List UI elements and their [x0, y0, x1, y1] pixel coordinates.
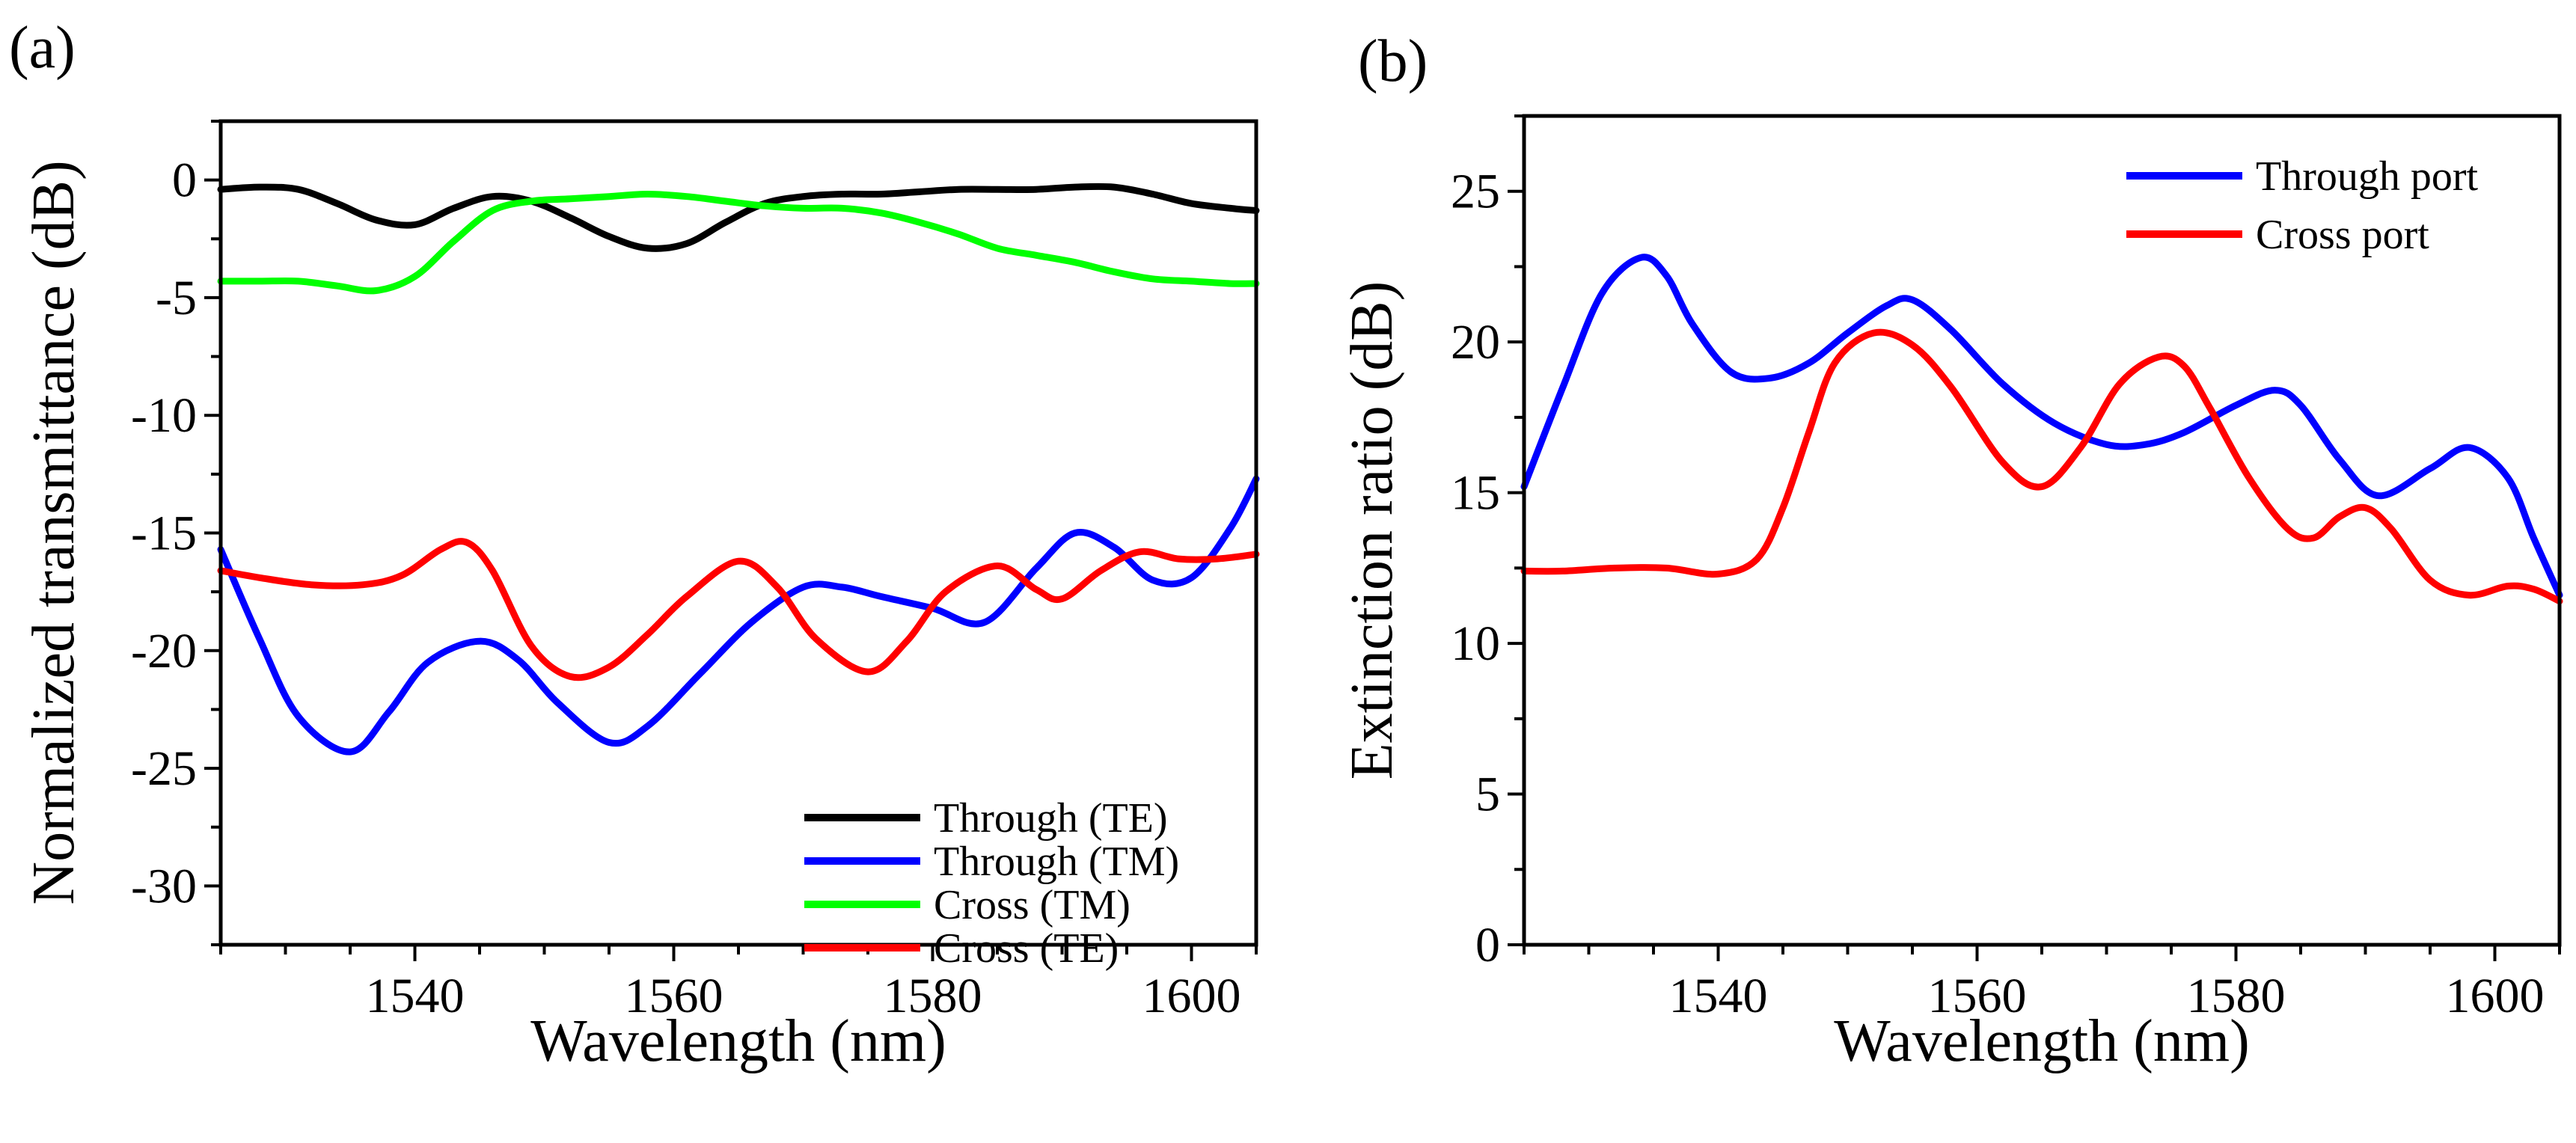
panel-b-y-ticks: 0 5 10 15 20 25 — [1451, 114, 1524, 972]
x-tick-label: 1560 — [1928, 969, 2027, 1023]
y-tick-label: 0 — [1475, 918, 1500, 972]
panel-a-series-lines — [217, 183, 1260, 756]
series-line-through-tm — [217, 475, 1260, 756]
y-tick-label: -15 — [131, 506, 197, 561]
x-tick-label: 1600 — [2446, 969, 2545, 1023]
panel-b-series-lines — [1520, 254, 2563, 605]
x-tick-label: 1540 — [366, 969, 465, 1023]
x-tick-label: 1560 — [625, 969, 723, 1023]
legend-label: Cross (TE) — [934, 925, 1119, 972]
series-line-cross-te — [217, 538, 1260, 681]
y-tick-label: 25 — [1451, 165, 1500, 219]
panel-a-y-ticks: 0 -5 -10 -15 -20 -25 -30 — [131, 120, 221, 946]
series-line-cross-port — [1520, 328, 2563, 605]
y-tick-label: 15 — [1451, 466, 1500, 521]
panel-b-x-axis-title: Wavelength (nm) — [1834, 1008, 2250, 1074]
legend-label: Cross port — [2256, 212, 2429, 258]
y-tick-label: -30 — [131, 859, 197, 913]
panel-b-x-ticks: 1540 1560 1580 1600 — [1523, 945, 2561, 1023]
y-tick-label: -25 — [131, 741, 197, 796]
y-tick-label: -20 — [131, 624, 197, 678]
x-tick-label: 1580 — [2187, 969, 2286, 1023]
series-line-through-port — [1520, 254, 2563, 599]
x-tick-label: 1580 — [884, 969, 982, 1023]
y-tick-label: 10 — [1451, 616, 1500, 671]
legend-label: Cross (TM) — [934, 882, 1131, 928]
y-tick-label: -5 — [156, 271, 197, 325]
panel-b-extinction-chart: (b) 1540 1560 1580 1600 0 5 10 15 20 25 Waveleng… — [1339, 28, 2563, 1074]
legend-label: Through port — [2256, 153, 2479, 200]
panel-a-legend: Through (TE)Through (TM)Cross (TM)Cross … — [804, 795, 1179, 972]
y-tick-label: -10 — [131, 388, 197, 443]
x-tick-label: 1540 — [1669, 969, 1768, 1023]
series-line-cross-tm — [217, 191, 1260, 295]
panel-a-y-axis-title: Normalized transmittance (dB) — [21, 160, 87, 904]
panel-a-label: (a) — [9, 15, 76, 81]
series-line-through-te — [217, 183, 1260, 252]
x-tick-label: 1600 — [1142, 969, 1241, 1023]
panel-a-x-axis-title: Wavelength (nm) — [530, 1008, 946, 1074]
legend-label: Through (TM) — [934, 839, 1179, 885]
legend-label: Through (TE) — [934, 795, 1168, 842]
y-tick-label: 20 — [1451, 315, 1500, 370]
panel-b-label: (b) — [1358, 28, 1428, 94]
panel-b-legend: Through port Cross port — [2126, 153, 2479, 258]
panel-a-transmittance-chart: (a) 1540 1560 1580 1600 0-5-10-15-20-25-30 … — [9, 15, 1260, 1074]
panel-a-x-ticks: 1540 1560 1580 1600 — [219, 945, 1258, 1023]
panel-b-y-axis-title: Extinction ratio (dB) — [1339, 281, 1405, 780]
y-tick-label: 0 — [172, 153, 197, 208]
y-tick-label: 5 — [1475, 767, 1500, 822]
